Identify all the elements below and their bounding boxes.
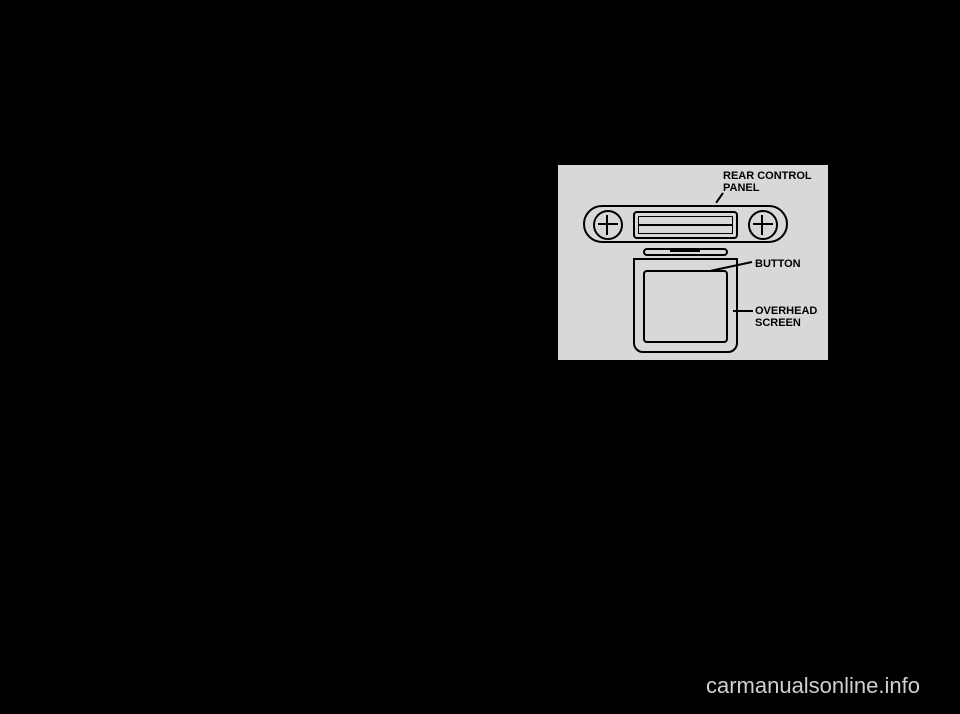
diagram-container: REAR CONTROL PANEL BUTTON OVERHEAD SCREE… [558,165,828,360]
center-display [633,211,738,239]
rear-control-panel [583,200,788,250]
watermark: carmanualsonline.info [706,673,920,699]
speaker-left-icon [593,210,623,240]
overhead-screen [633,258,738,353]
leader-line [733,310,753,312]
screen-inner [643,270,728,343]
label-button: BUTTON [755,258,801,270]
label-overhead-screen: OVERHEAD SCREEN [755,305,825,329]
release-button [643,248,728,256]
label-rear-control-panel: REAR CONTROL PANEL [723,170,823,194]
console-unit [583,200,788,355]
speaker-right-icon [748,210,778,240]
panel-body [583,205,788,243]
